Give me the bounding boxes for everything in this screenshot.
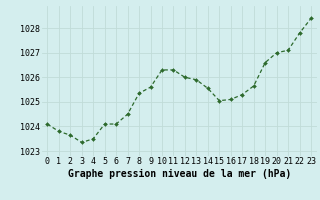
X-axis label: Graphe pression niveau de la mer (hPa): Graphe pression niveau de la mer (hPa) <box>68 169 291 179</box>
